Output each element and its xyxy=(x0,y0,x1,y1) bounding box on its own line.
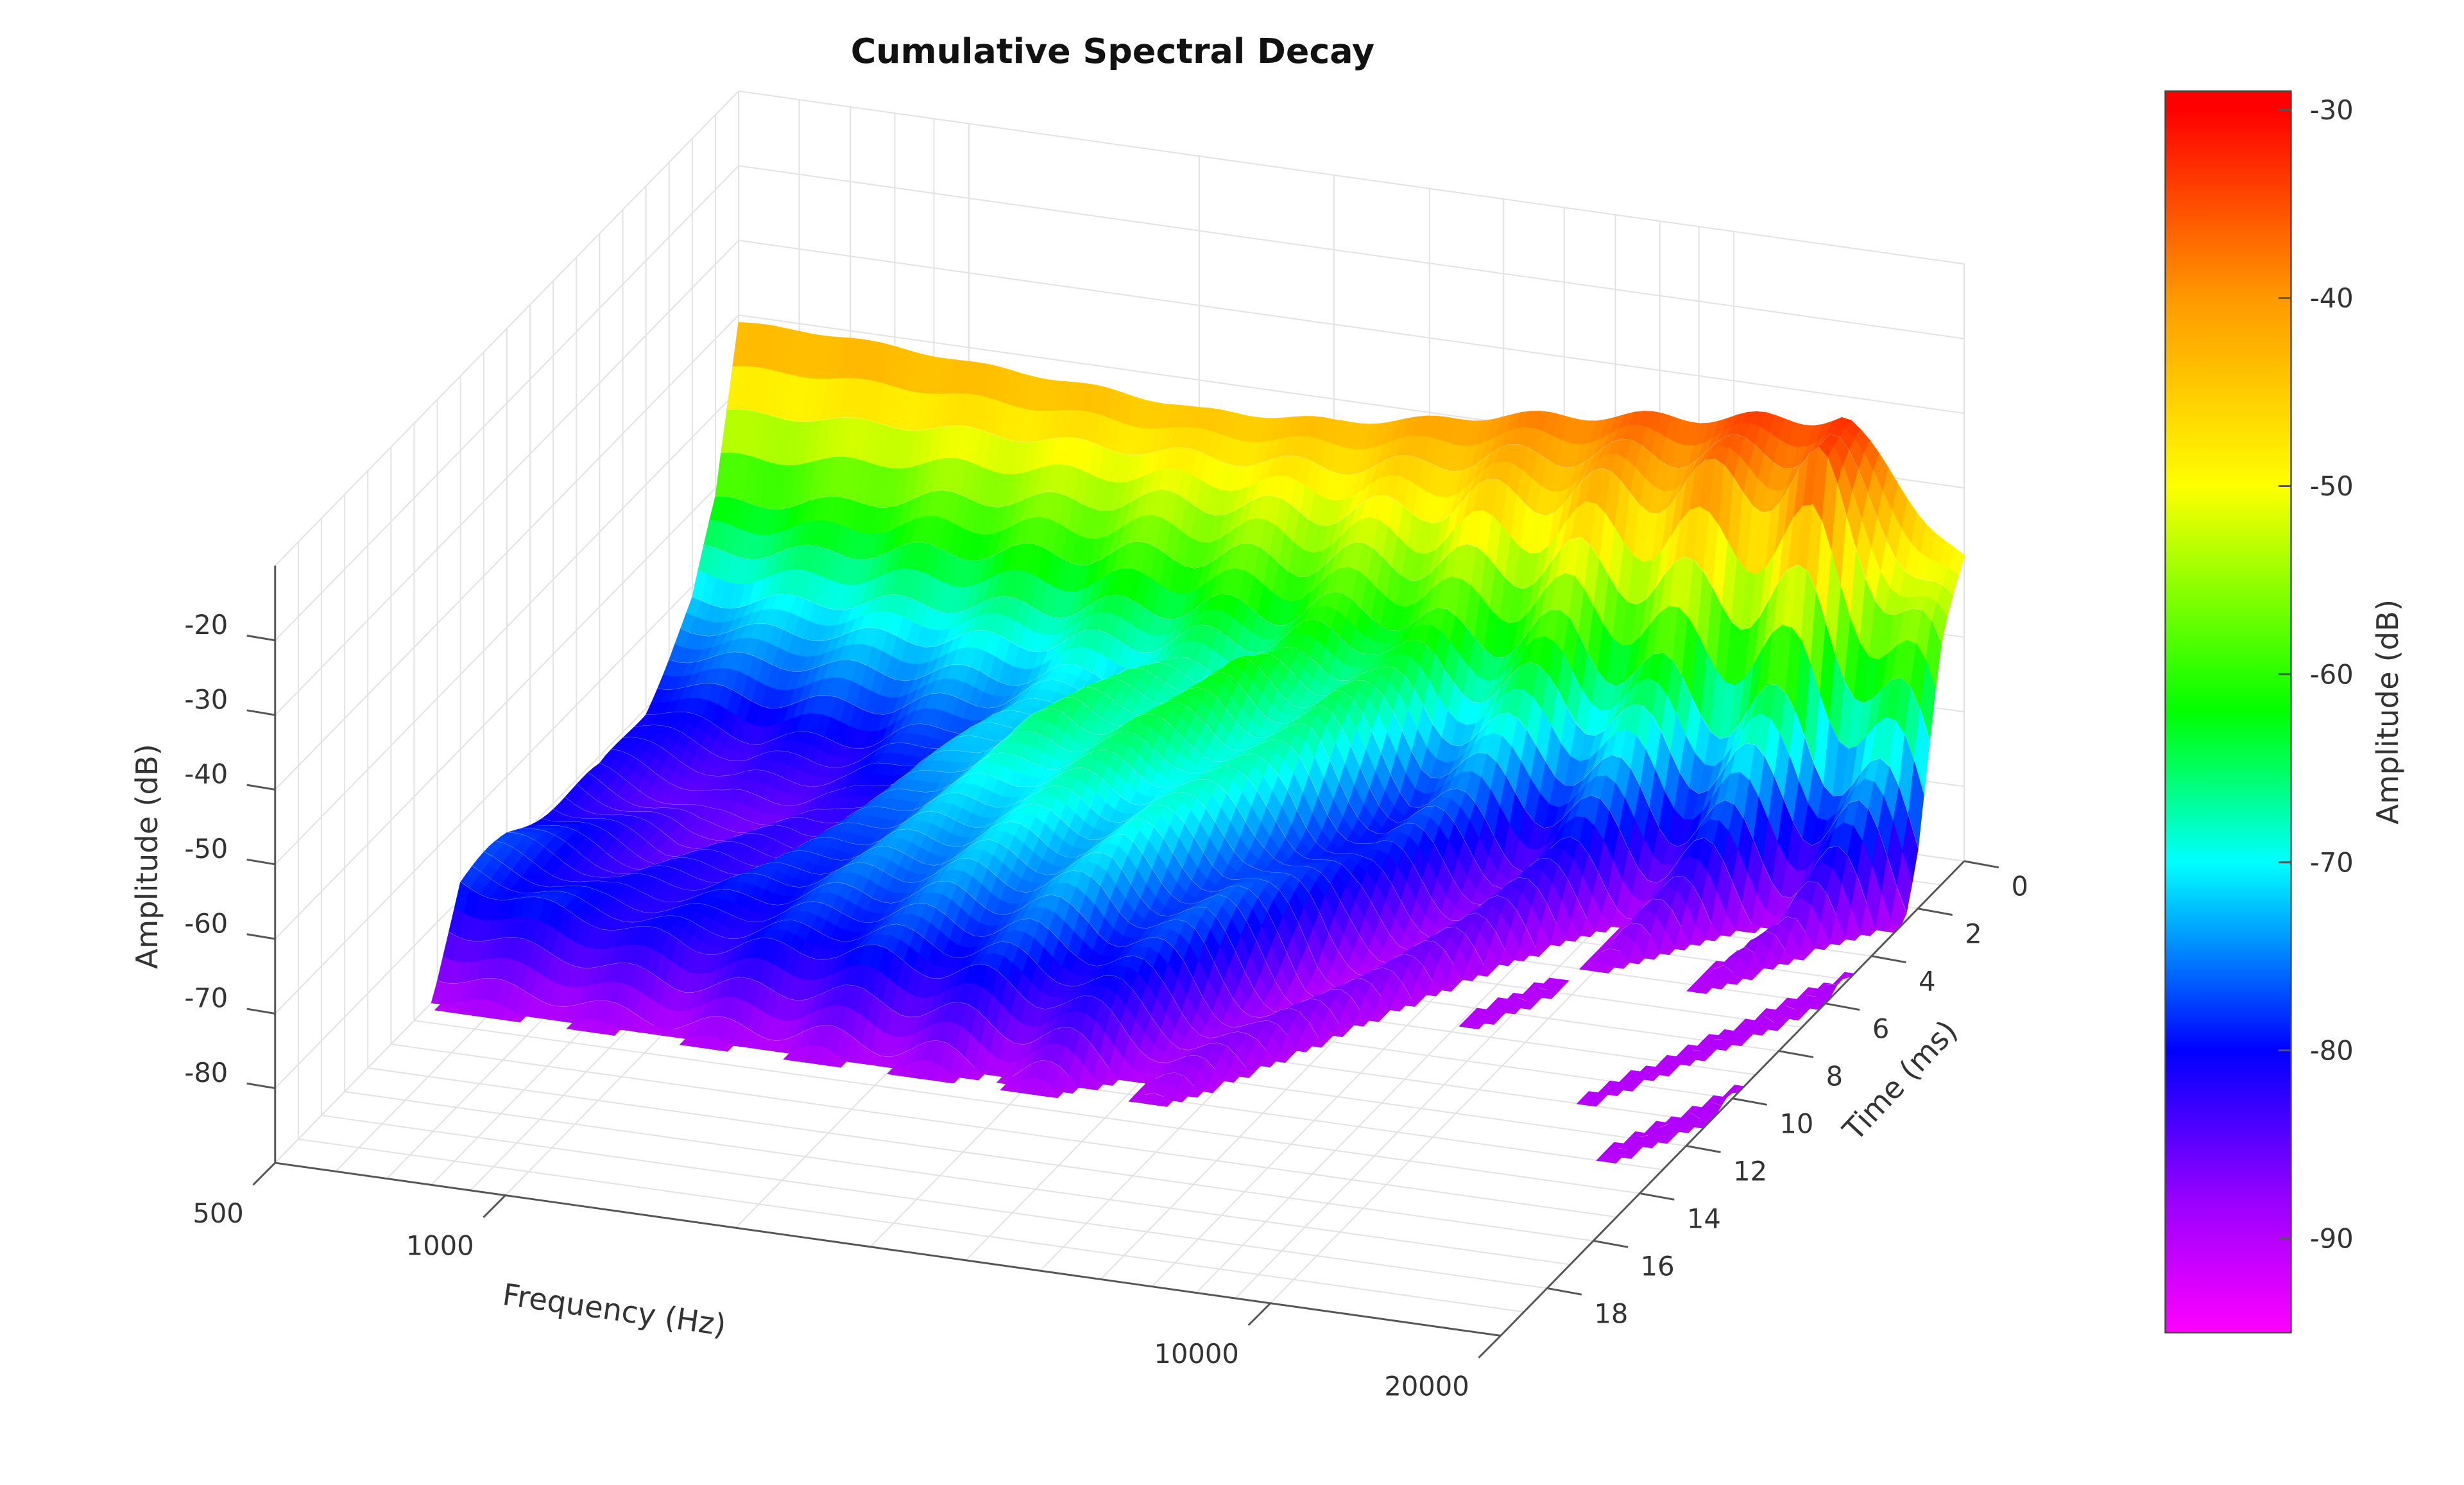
surface-cell xyxy=(1720,914,1737,937)
floor-gridline xyxy=(344,1091,1571,1266)
back-wall-gridline xyxy=(738,239,1965,414)
side-wall-gridline xyxy=(275,239,739,716)
surface-cell xyxy=(1845,907,1861,941)
floor-gridline xyxy=(414,1020,1640,1194)
floor-gridline xyxy=(368,1067,1594,1242)
side-wall-gridline xyxy=(275,463,739,940)
surface-cell xyxy=(1829,914,1846,945)
surface-cell xyxy=(1860,902,1877,936)
side-wall-gridline xyxy=(275,538,739,1015)
surface-cell xyxy=(1814,922,1831,950)
floor-gridline xyxy=(321,1115,1548,1289)
chart-title: Cumulative Spectral Decay xyxy=(851,31,1374,71)
side-wall-gridline xyxy=(275,314,739,791)
side-wall-gridline xyxy=(275,90,739,567)
back-wall-gridline xyxy=(738,165,1965,339)
back-wall-gridline xyxy=(738,90,1965,265)
floor-gridline xyxy=(298,1138,1524,1313)
floor-gridline xyxy=(391,1043,1617,1218)
surface xyxy=(431,322,1965,1164)
surface-cell xyxy=(1744,923,1762,934)
side-wall-gridline xyxy=(275,165,739,641)
side-wall-gridline xyxy=(275,389,739,865)
